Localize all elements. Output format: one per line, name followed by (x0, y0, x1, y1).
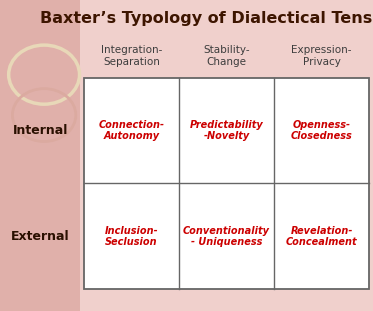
Bar (0, 0, 80, 311)
Text: Connection-
Autonomy: Connection- Autonomy (98, 120, 164, 142)
Text: Revelation-
Concealment: Revelation- Concealment (286, 225, 358, 247)
Text: Openness-
Closedness: Openness- Closedness (291, 120, 352, 142)
Text: Stability-
Change: Stability- Change (203, 45, 250, 67)
Text: Internal: Internal (12, 124, 68, 137)
Text: Expression-
Privacy: Expression- Privacy (291, 45, 352, 67)
Text: Baxter’s Typology of Dialectical Tension: Baxter’s Typology of Dialectical Tension (40, 11, 373, 26)
Text: Conventionality
- Uniqueness: Conventionality - Uniqueness (183, 225, 270, 247)
Text: Predictability
-Novelty: Predictability -Novelty (190, 120, 263, 142)
Text: Integration-
Separation: Integration- Separation (101, 45, 162, 67)
Text: External: External (11, 230, 69, 243)
Text: Inclusion-
Seclusion: Inclusion- Seclusion (105, 225, 158, 247)
Bar (84, 78, 369, 289)
